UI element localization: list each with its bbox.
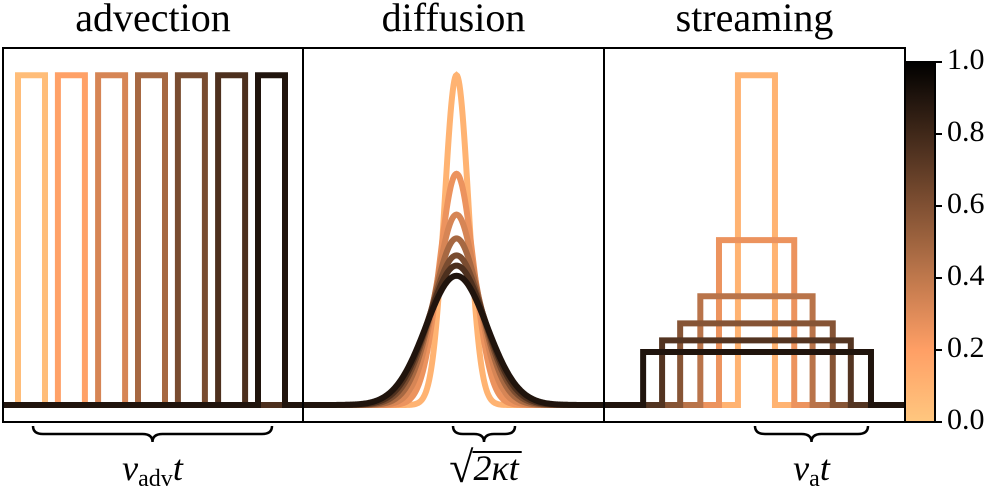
- curve: [604, 348, 905, 408]
- curve: [604, 337, 905, 408]
- curve: [3, 72, 303, 408]
- annotation: vat: [793, 448, 831, 491]
- tick-label: 1.0: [947, 43, 985, 76]
- curve: [303, 170, 604, 408]
- annotation-subscript: adv: [138, 466, 173, 492]
- tick-label: 0.4: [947, 259, 985, 292]
- annotation: vadvt: [122, 448, 184, 491]
- annotation-symbol: v: [793, 448, 809, 488]
- tick-label: 0.0: [947, 403, 985, 436]
- annotation-suffix: t: [820, 448, 831, 488]
- plot-area: [3, 72, 303, 408]
- tick-label: 0.2: [947, 331, 985, 364]
- curve: [303, 272, 604, 408]
- panel-title: diffusion: [382, 0, 526, 40]
- annotation-symbol: v: [122, 448, 138, 488]
- tick-label: 0.8: [947, 115, 985, 148]
- curve: [604, 320, 905, 408]
- annotation-suffix: t: [173, 448, 184, 488]
- brace: [753, 425, 870, 443]
- plot-area: [604, 72, 905, 408]
- panel-title: streaming: [676, 0, 834, 40]
- colorbar: [904, 61, 936, 423]
- curve: [604, 293, 905, 408]
- annotation-radical: √: [449, 443, 474, 492]
- plot-area: [303, 71, 604, 408]
- brace: [451, 425, 517, 443]
- annotation: √2κt: [449, 443, 519, 492]
- curve: [303, 262, 604, 408]
- panel-frame: [603, 47, 906, 423]
- panel-title: advection: [75, 0, 231, 40]
- annotation-subscript: a: [809, 466, 820, 492]
- annotation-radicand: 2κt: [473, 448, 519, 488]
- brace: [31, 425, 274, 443]
- tick-label: 0.6: [947, 187, 985, 220]
